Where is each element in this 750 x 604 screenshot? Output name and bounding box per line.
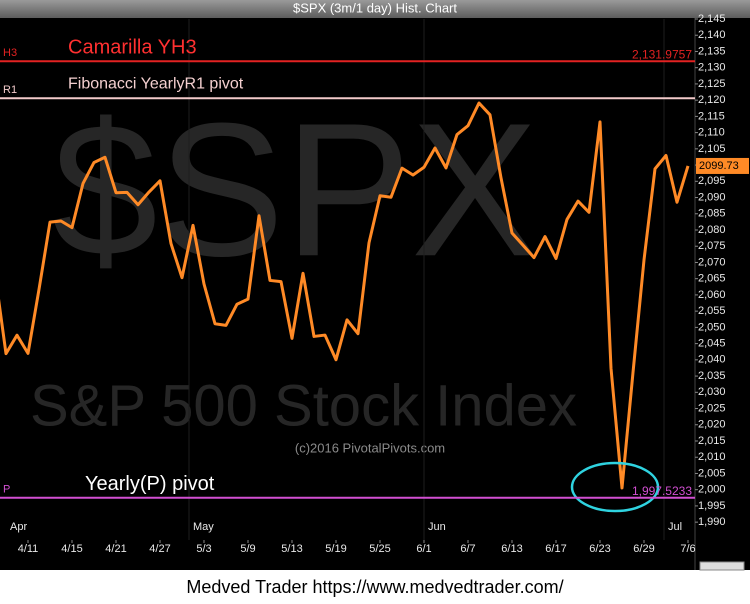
level-name: P [3,484,10,496]
y-tick-label: 2,090 [698,191,726,203]
footer: Medved Trader https://www.medvedtrader.c… [186,577,563,597]
plot [0,19,690,540]
watermark-subtitle: S&P 500 Stock Index [30,373,577,438]
chart-title: $SPX (3m/1 day) Hist. Chart [293,0,457,15]
month-label: Jul [668,521,682,533]
scroll-icon [699,561,745,571]
x-tick-label: 6/13 [501,543,522,555]
x-tick-label: 6/23 [589,543,610,555]
x-tick-label: 6/17 [545,543,566,555]
plot-background [0,18,750,570]
y-tick-label: 2,130 [698,62,726,74]
x-tick-label: 6/29 [633,543,654,555]
y-tick-label: 2,015 [698,435,726,447]
y-tick-label: 2,085 [698,208,726,220]
title-bar [0,0,750,18]
month-label: Apr [10,521,27,533]
y-tick-label: 2,140 [698,29,726,41]
y-tick-label: 2,055 [698,305,726,317]
level-value-label: 1,997.5233 [632,484,692,498]
y-tick-label: 2,125 [698,78,726,90]
month-label: May [193,521,214,533]
y-tick-label: 2,060 [698,289,726,301]
x-tick-label: 5/13 [281,543,302,555]
y-tick-label: 2,080 [698,224,726,236]
level-value-label: 2,131.9757 [632,47,692,61]
last-price-label: 2099.73 [699,160,739,172]
price-line [0,101,690,490]
y-tick-label: 2,005 [698,467,726,479]
y-tick-label: 1,995 [698,500,726,512]
level-name: H3 [3,47,17,59]
y-tick-label: 2,000 [698,484,726,496]
x-tick-label: 7/6 [680,543,695,555]
x-tick-label: 6/7 [460,543,475,555]
y-tick-label: 2,065 [698,273,726,285]
last-price-box [696,157,749,174]
highlight-circle [570,461,660,513]
y-tick-label: 2,050 [698,321,726,333]
y-tick-label: 1,990 [698,516,726,528]
y-tick-label: 2,120 [698,94,726,106]
x-tick-label: 4/15 [61,543,82,555]
y-tick-label: 2,030 [698,386,726,398]
month-label: Jun [428,521,446,533]
x-tick-label: 5/25 [369,543,390,555]
level-label: Camarilla YH3 [68,37,197,59]
x-tick-label: 6/1 [416,543,431,555]
x-tick-label: 4/11 [18,543,39,555]
credit: (c)2016 PivotalPivots.com [295,440,445,455]
level-label: Yearly(P) pivot [85,473,215,495]
level-label: Fibonacci YearlyR1 pivot [68,75,244,92]
x-tick-label: 5/9 [240,543,255,555]
level-name: R1 [3,84,17,96]
y-tick-label: 2,025 [698,402,726,414]
watermark: $SPX [52,84,538,296]
y-tick-label: 2,110 [698,127,725,139]
y-tick-label: 2,020 [698,419,726,431]
y-tick-label: 2,105 [698,143,726,155]
y-tick-label: 2,035 [698,370,726,382]
x-tick-label: 5/19 [325,543,346,555]
y-tick-label: 2,045 [698,338,726,350]
y-tick-label: 2,075 [698,240,726,252]
y-tick-label: 2,095 [698,175,726,187]
y-tick-label: 2,115 [698,110,725,122]
x-tick-label: 4/21 [105,543,126,555]
y-tick-label: 2,010 [698,451,726,463]
y-tick-label: 2,135 [698,45,726,57]
y-tick-label: 2,145 [698,13,726,25]
y-tick-label: 2,070 [698,256,726,268]
x-tick-label: 5/3 [196,543,211,555]
x-tick-label: 4/27 [149,543,170,555]
y-tick-label: 2,040 [698,354,726,366]
